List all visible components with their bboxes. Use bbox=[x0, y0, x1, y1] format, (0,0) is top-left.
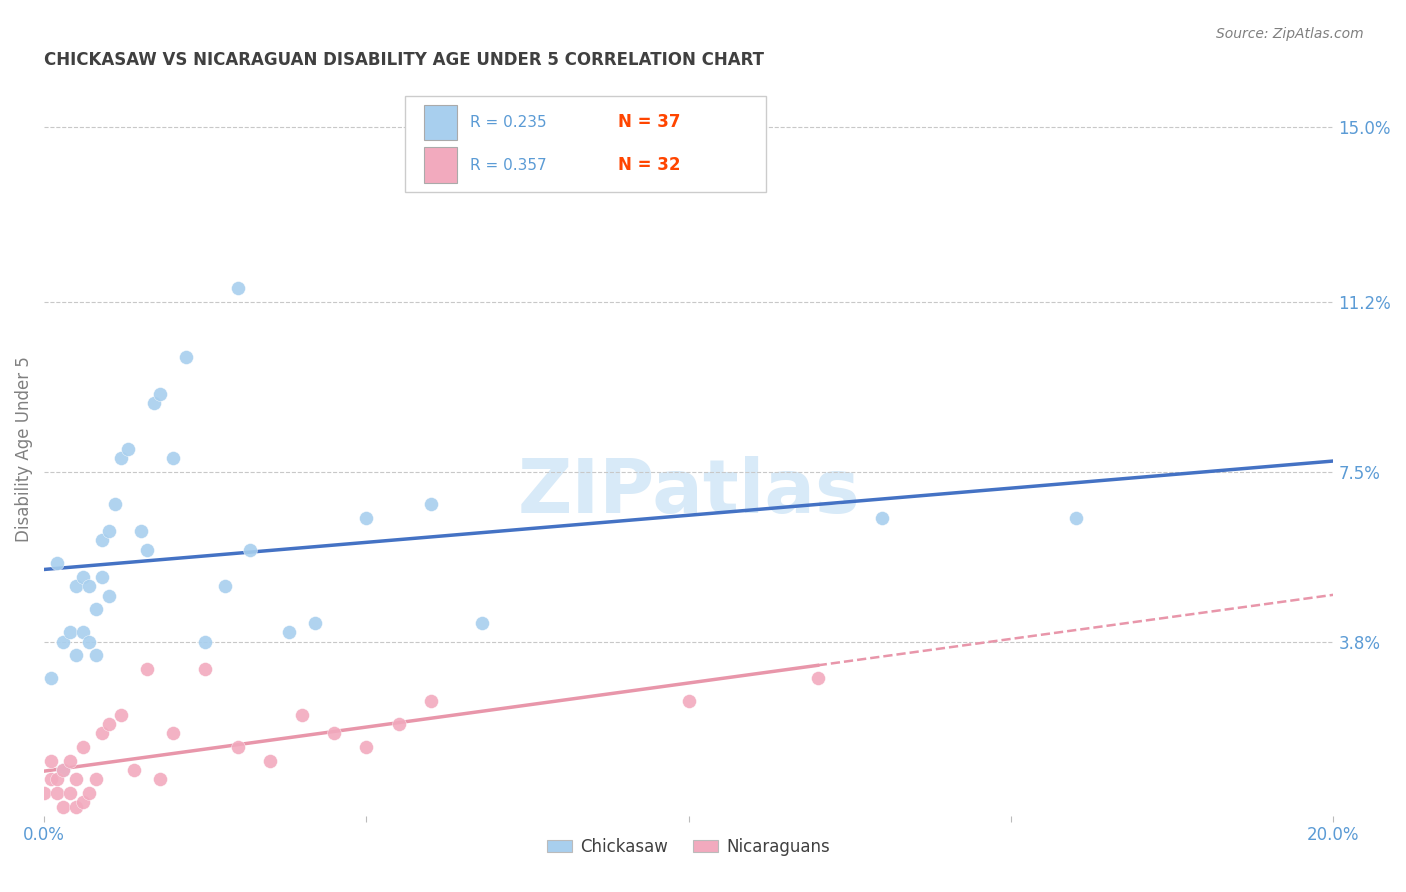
Point bbox=[65, 648, 87, 663]
Point bbox=[110, 708, 132, 723]
Point bbox=[77, 579, 100, 593]
Point bbox=[259, 754, 281, 768]
Text: N = 37: N = 37 bbox=[617, 113, 681, 131]
Point bbox=[91, 726, 114, 740]
Point bbox=[65, 579, 87, 593]
Point bbox=[419, 694, 441, 708]
Point bbox=[84, 602, 107, 616]
Point bbox=[84, 772, 107, 787]
Point bbox=[84, 648, 107, 663]
Point bbox=[323, 726, 346, 740]
Point bbox=[52, 763, 75, 777]
Text: ZIPatlas: ZIPatlas bbox=[517, 456, 860, 529]
Point bbox=[72, 795, 94, 809]
Point bbox=[304, 616, 326, 631]
Point bbox=[388, 717, 411, 731]
Point bbox=[52, 763, 75, 777]
Point bbox=[117, 442, 139, 456]
Text: R = 0.235: R = 0.235 bbox=[470, 115, 546, 130]
Point bbox=[97, 524, 120, 539]
Point bbox=[278, 625, 301, 640]
Point bbox=[52, 799, 75, 814]
Point bbox=[136, 662, 159, 676]
Point bbox=[142, 396, 165, 410]
Y-axis label: Disability Age Under 5: Disability Age Under 5 bbox=[15, 356, 32, 541]
Point bbox=[39, 671, 62, 685]
FancyBboxPatch shape bbox=[405, 96, 766, 192]
Point bbox=[149, 772, 172, 787]
Point bbox=[77, 634, 100, 648]
FancyBboxPatch shape bbox=[425, 147, 457, 183]
Text: R = 0.357: R = 0.357 bbox=[470, 158, 546, 172]
Point bbox=[678, 694, 700, 708]
Point bbox=[214, 579, 236, 593]
Point bbox=[32, 786, 55, 800]
Point bbox=[65, 772, 87, 787]
Point bbox=[162, 450, 184, 465]
Point bbox=[174, 350, 197, 364]
Point bbox=[52, 634, 75, 648]
Point bbox=[72, 570, 94, 584]
Point bbox=[226, 281, 249, 295]
Point bbox=[39, 754, 62, 768]
Point bbox=[870, 510, 893, 524]
Legend: Chickasaw, Nicaraguans: Chickasaw, Nicaraguans bbox=[540, 831, 837, 863]
Point bbox=[72, 740, 94, 755]
Point bbox=[46, 772, 69, 787]
Point bbox=[39, 772, 62, 787]
Point bbox=[65, 799, 87, 814]
Text: N = 32: N = 32 bbox=[617, 156, 681, 174]
Point bbox=[471, 616, 494, 631]
Point bbox=[59, 786, 82, 800]
Point bbox=[124, 763, 146, 777]
Text: Source: ZipAtlas.com: Source: ZipAtlas.com bbox=[1216, 27, 1364, 41]
Point bbox=[46, 786, 69, 800]
Point bbox=[162, 726, 184, 740]
Point bbox=[194, 662, 217, 676]
Point bbox=[291, 708, 314, 723]
Point bbox=[356, 740, 378, 755]
Point bbox=[97, 717, 120, 731]
Point bbox=[239, 542, 262, 557]
Point bbox=[807, 671, 830, 685]
Point bbox=[110, 450, 132, 465]
Point bbox=[226, 740, 249, 755]
Point bbox=[149, 386, 172, 401]
Point bbox=[104, 497, 127, 511]
Point bbox=[136, 542, 159, 557]
Point bbox=[59, 754, 82, 768]
Point bbox=[91, 533, 114, 548]
Text: CHICKASAW VS NICARAGUAN DISABILITY AGE UNDER 5 CORRELATION CHART: CHICKASAW VS NICARAGUAN DISABILITY AGE U… bbox=[44, 51, 763, 69]
Point bbox=[77, 786, 100, 800]
Point bbox=[46, 557, 69, 571]
Point bbox=[1064, 510, 1087, 524]
Point bbox=[129, 524, 152, 539]
Point bbox=[97, 589, 120, 603]
Point bbox=[59, 625, 82, 640]
Point bbox=[356, 510, 378, 524]
Point bbox=[91, 570, 114, 584]
Point bbox=[72, 625, 94, 640]
Point bbox=[194, 634, 217, 648]
Point bbox=[419, 497, 441, 511]
FancyBboxPatch shape bbox=[425, 105, 457, 140]
